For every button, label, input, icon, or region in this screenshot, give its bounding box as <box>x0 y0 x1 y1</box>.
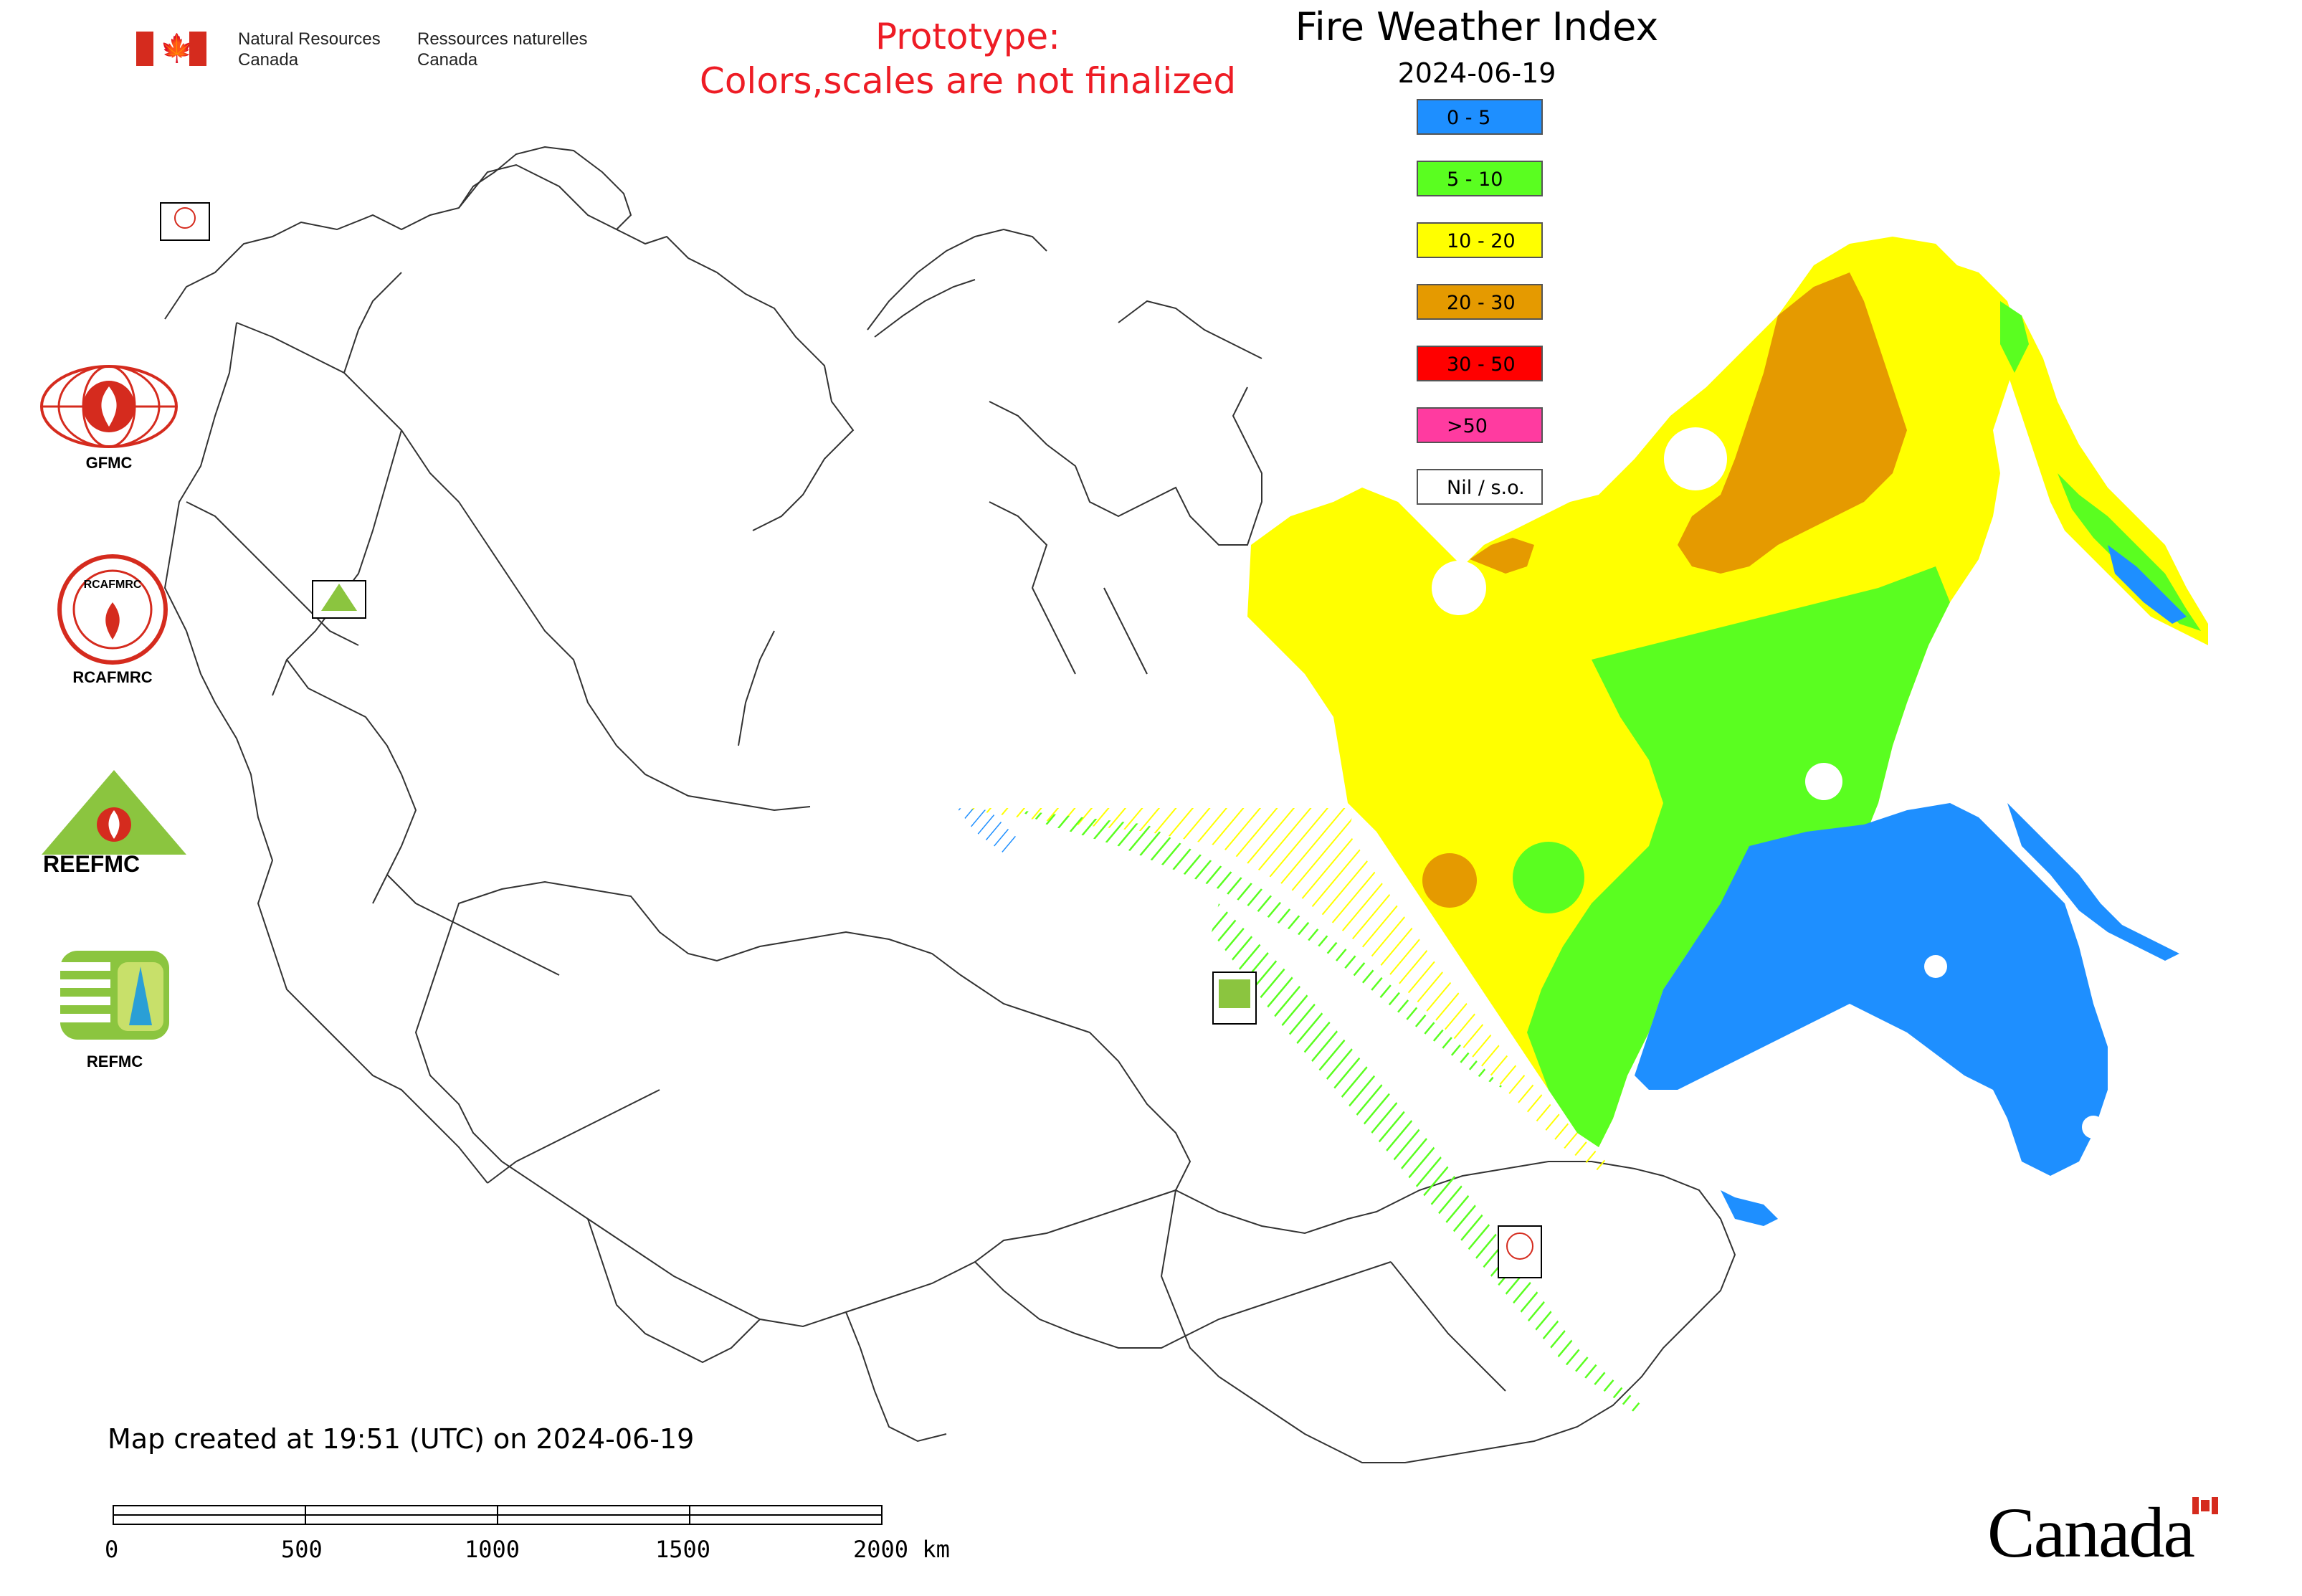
department-name-en: Natural Resources Canada <box>238 29 381 70</box>
refmc-label: REFMC <box>86 1053 143 1070</box>
gfmc-logo[interactable]: GFMC <box>37 362 181 472</box>
map-title: Fire Weather Index <box>1295 4 1659 49</box>
reefmc-logo-icon: REEFMC <box>42 770 186 877</box>
refmc-logo-icon <box>60 951 169 1040</box>
department-name-fr: Ressources naturelles Canada <box>417 29 588 70</box>
legend-item-30-50: 30 - 50 <box>1417 346 1543 381</box>
map-date: 2024-06-19 <box>1397 57 1556 89</box>
country-borders <box>163 146 1736 1463</box>
reefmc-logo[interactable]: REEFMC <box>37 766 191 878</box>
scale-label-0: 0 <box>105 1536 119 1563</box>
map-created-note: Map created at 19:51 (UTC) on 2024-06-19 <box>108 1423 695 1455</box>
gfmc-label: GFMC <box>85 454 133 472</box>
reefmc-wordmark: REEFMC <box>43 851 140 873</box>
legend-item-5-10: 5 - 10 <box>1417 161 1543 196</box>
fwi-coverage <box>957 237 2208 1412</box>
gfmc-marker-icon[interactable] <box>160 202 210 241</box>
government-signature: 🍁 Natural Resources Canada Ressources na… <box>136 27 609 77</box>
legend-item-10-20: 10 - 20 <box>1417 222 1543 258</box>
canada-flag-icon: 🍁 <box>136 32 206 66</box>
scale-label-500: 500 <box>281 1536 323 1563</box>
rcafmrc-logo-icon: RCAFMRC <box>57 554 168 665</box>
refmc-logo[interactable]: REFMC <box>57 948 172 1071</box>
legend-item-nil: Nil / s.o. <box>1417 469 1543 505</box>
scale-label-1000: 1000 <box>465 1536 520 1563</box>
map-markers <box>160 202 1542 1278</box>
scale-bar <box>113 1505 883 1525</box>
prototype-notice: Prototype: Colors,scales are not finaliz… <box>699 16 1237 102</box>
canada-wordmark-flag-icon <box>2192 1497 2218 1514</box>
rcafmrc-ring-text: RCAFMRC <box>84 579 142 591</box>
gfmc-logo-icon <box>40 365 178 448</box>
legend-item-20-30: 20 - 30 <box>1417 284 1543 320</box>
rcafmrc-marker-icon[interactable] <box>1498 1225 1542 1278</box>
rcafmrc-label: RCAFMRC <box>72 668 153 686</box>
canada-wordmark: Canada <box>1987 1493 2195 1572</box>
rcafmrc-logo[interactable]: RCAFMRC RCAFMRC <box>52 552 173 687</box>
legend-item-0-5: 0 - 5 <box>1417 99 1543 135</box>
scale-label-2000: 2000 km <box>853 1536 950 1563</box>
legend-item-over-50: >50 <box>1417 407 1543 443</box>
scale-label-1500: 1500 <box>655 1536 711 1563</box>
